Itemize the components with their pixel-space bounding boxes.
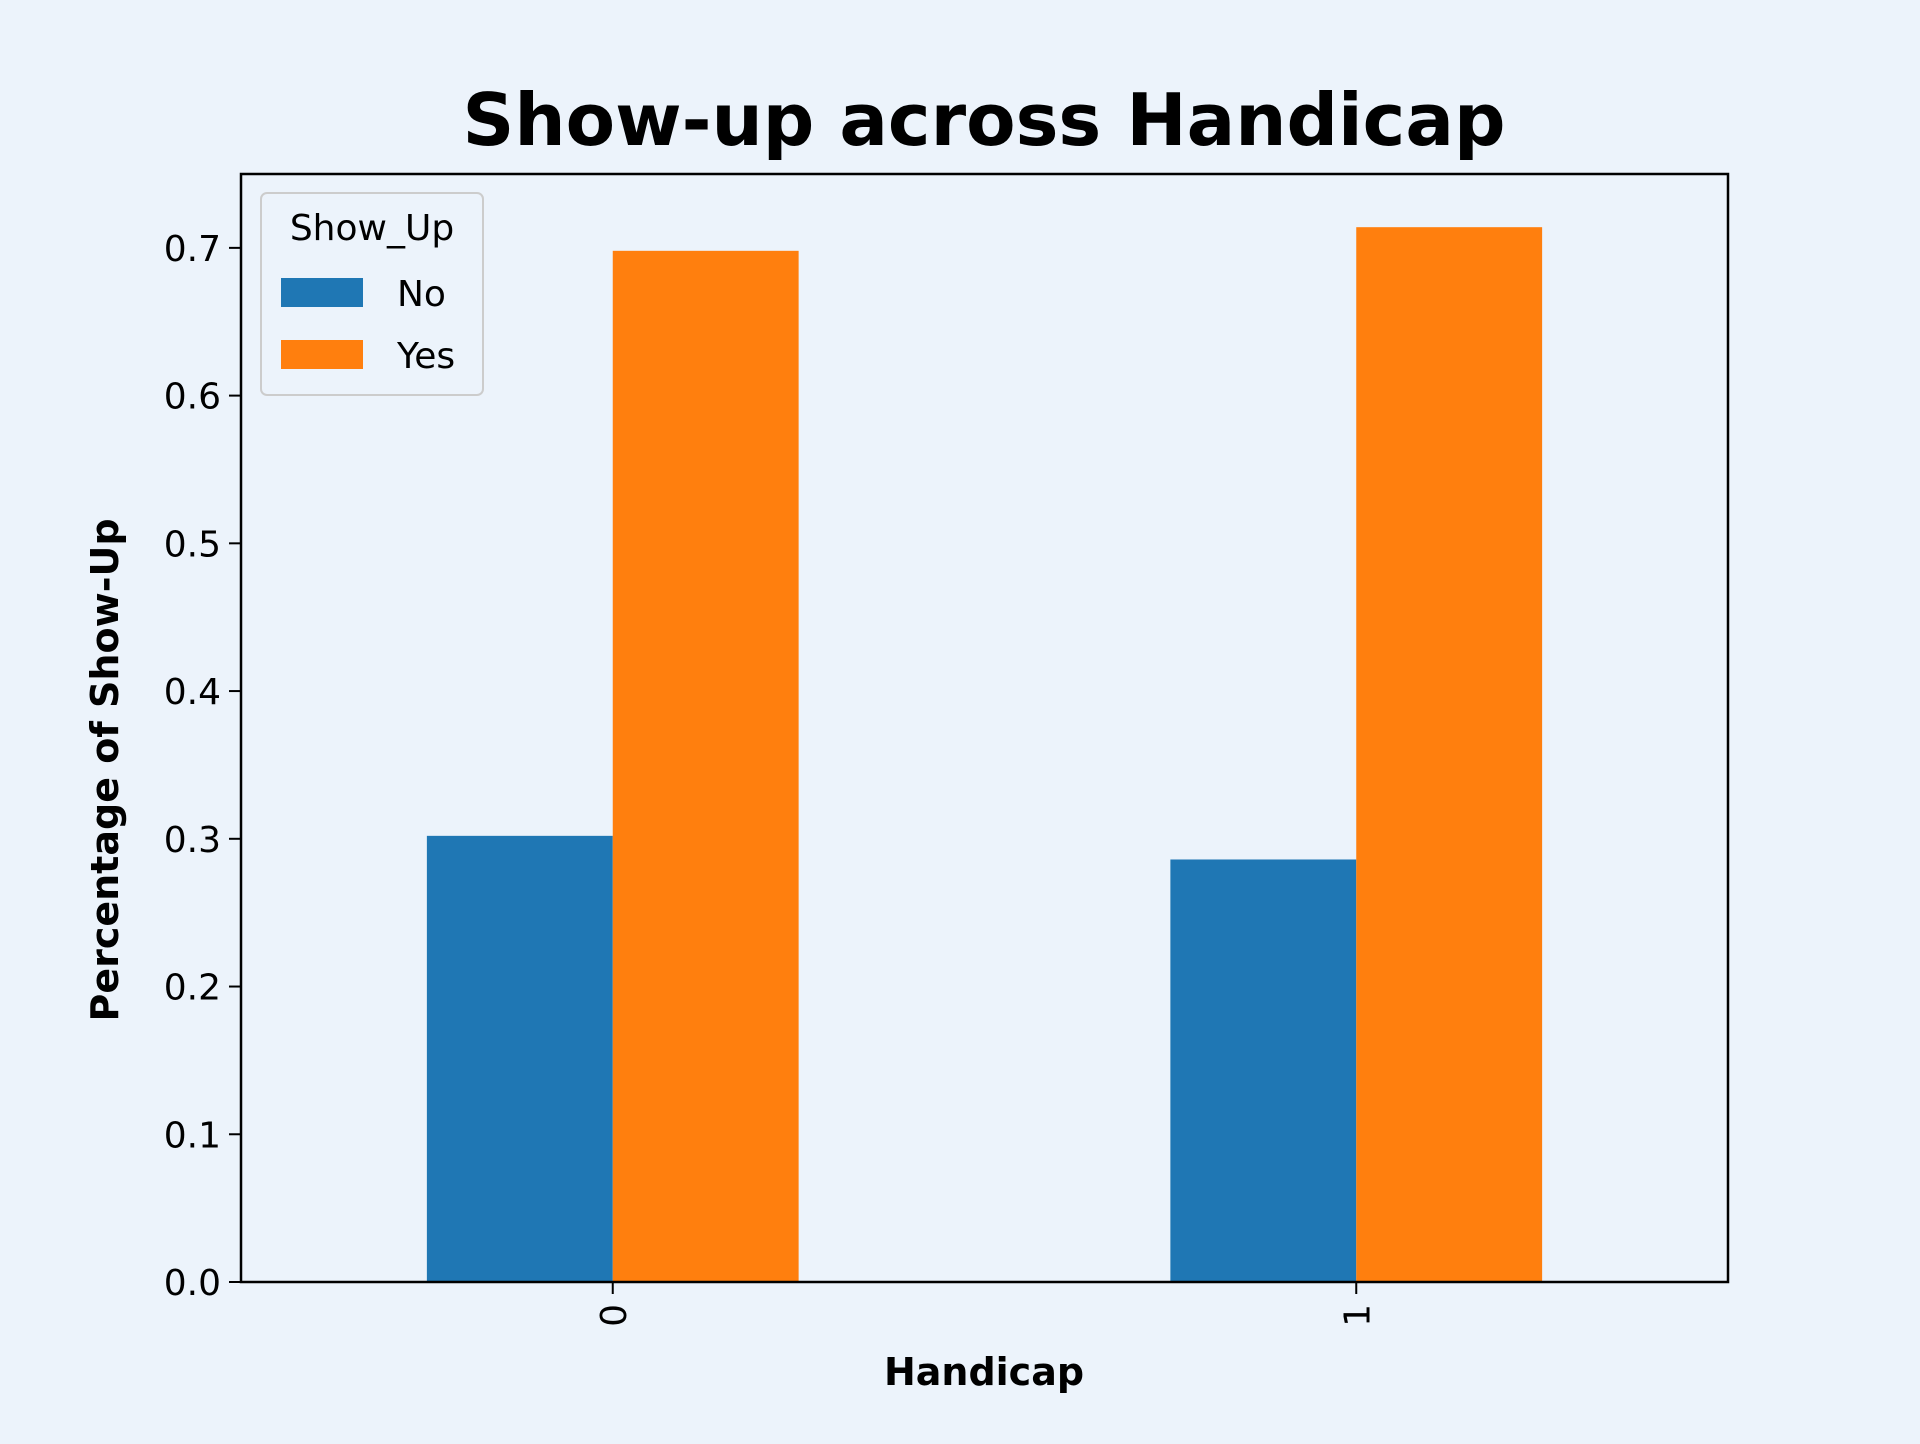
x-tick-label: 0 xyxy=(594,1304,635,1327)
legend-label-yes: Yes xyxy=(396,336,455,377)
y-tick-label: 0.0 xyxy=(164,1263,221,1304)
y-tick-label: 0.2 xyxy=(164,968,221,1009)
y-axis-label: Percentage of Show-Up xyxy=(83,518,127,1021)
bar-no-1 xyxy=(1170,859,1357,1282)
legend-swatch-yes xyxy=(281,340,363,369)
legend-swatch-no xyxy=(281,278,363,307)
y-tick-label: 0.5 xyxy=(164,524,221,565)
chart-title: Show-up across Handicap xyxy=(463,78,1506,162)
x-tick-label: 1 xyxy=(1337,1304,1378,1327)
y-tick-label: 0.4 xyxy=(164,672,221,713)
y-tick-label: 0.3 xyxy=(164,820,221,861)
bar-no-0 xyxy=(426,835,613,1282)
bar-yes-0 xyxy=(612,250,799,1283)
plot-area: 0.0 0.1 0.2 0.3 0.4 0.5 0.6 0.7 0 1 xyxy=(164,172,1730,1327)
y-tick-label: 0.7 xyxy=(164,229,221,270)
plot-frame xyxy=(239,172,1730,1284)
legend-title: Show_Up xyxy=(290,208,454,249)
y-tick-label: 0.6 xyxy=(164,377,221,418)
legend-label-no: No xyxy=(397,274,446,315)
y-tick-label: 0.1 xyxy=(164,1115,221,1156)
legend: Show_Up No Yes xyxy=(260,192,484,396)
x-axis-label: Handicap xyxy=(884,1350,1084,1394)
bar-yes-1 xyxy=(1356,227,1543,1283)
